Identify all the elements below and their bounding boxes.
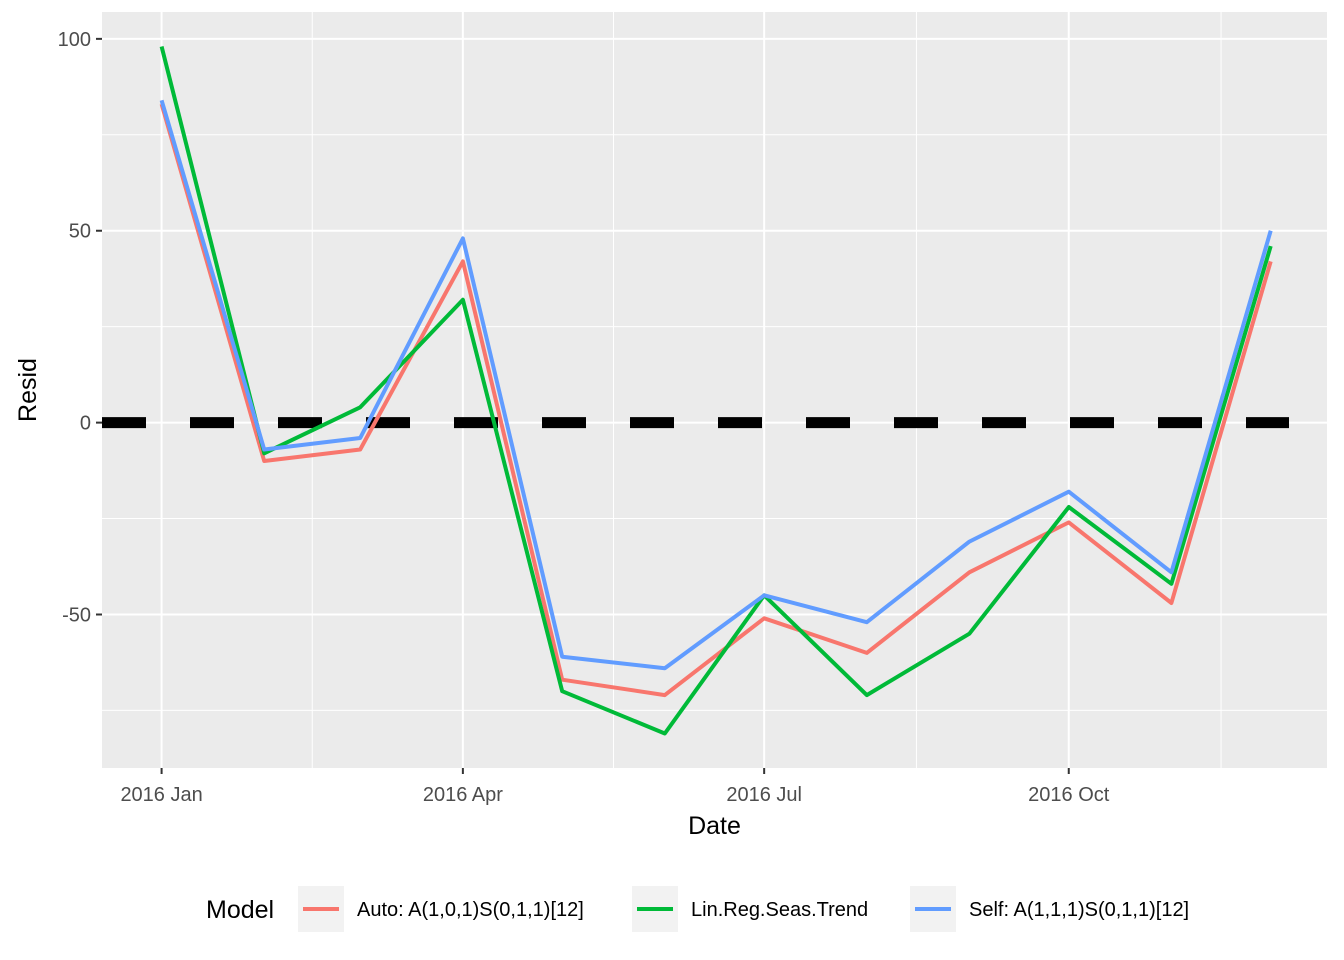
legend: Model Auto: A(1,0,1)S(0,1,1)[12] Lin.Reg.… xyxy=(206,886,1189,932)
y-tick-label: 50 xyxy=(69,221,91,243)
y-tick-label: -50 xyxy=(62,604,91,626)
legend-label-2: Lin.Reg.Seas.Trend xyxy=(691,899,868,921)
series-line-1 xyxy=(159,103,1273,698)
series-lines xyxy=(159,46,1273,736)
y-tick-label: 0 xyxy=(80,413,91,435)
legend-label-3: Self: A(1,1,1)S(0,1,1)[12] xyxy=(969,899,1189,921)
y-tick-label: 100 xyxy=(58,29,91,51)
series-line-3 xyxy=(159,99,1273,671)
plot-panel xyxy=(102,12,1327,768)
x-tick-label: 2016 Jul xyxy=(726,784,802,806)
legend-label-1: Auto: A(1,0,1)S(0,1,1)[12] xyxy=(357,899,584,921)
legend-title: Model xyxy=(206,896,274,924)
x-tick-label: 2016 Oct xyxy=(1028,784,1110,806)
x-tick-label: 2016 Apr xyxy=(423,784,503,806)
y-axis-title: Resid xyxy=(14,358,42,422)
x-tick-label: 2016 Jan xyxy=(120,784,202,806)
axes: 100 50 0 -50 2016 Jan 2016 Apr 2016 Jul 2016 Oc… xyxy=(58,29,1110,806)
series-line-2 xyxy=(159,46,1273,736)
grid-lines xyxy=(102,12,1327,768)
x-axis-title: Date xyxy=(688,812,741,840)
